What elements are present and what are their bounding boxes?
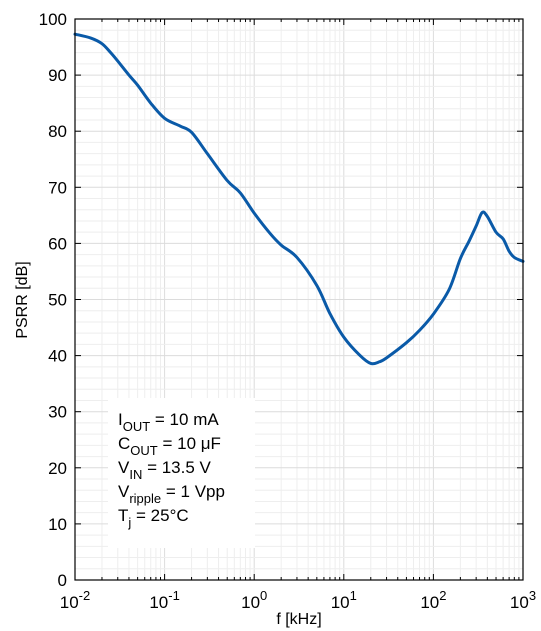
y-tick-labels: 0 10 20 30 40 50 60 70 80 90 100 [39, 10, 67, 590]
y-tick-label: 40 [48, 347, 67, 366]
condition-symbol: C [118, 434, 130, 453]
condition-line: Vripple = 1 Vpp [118, 482, 225, 506]
condition-subscript: OUT [130, 443, 158, 458]
x-tick-label-base: 10 [60, 593, 79, 612]
condition-value: = 10 mA [150, 410, 219, 429]
condition-subscript: ripple [129, 491, 161, 506]
y-tick-label: 60 [48, 234, 67, 253]
condition-line: IOUT = 10 mA [118, 410, 219, 434]
x-tick-label-base: 10 [510, 593, 529, 612]
y-tick-label: 90 [48, 66, 67, 85]
condition-subscript: OUT [123, 419, 151, 434]
condition-subscript: j [127, 515, 131, 530]
x-tick-label-exponent: -2 [79, 588, 91, 603]
x-axis-label: f [kHz] [276, 611, 321, 628]
x-tick-label-exponent: 0 [260, 588, 267, 603]
y-tick-label: 50 [48, 291, 67, 310]
condition-value: = 25°C [131, 506, 188, 525]
y-tick-label: 100 [39, 10, 67, 29]
x-tick-label-base: 10 [420, 593, 439, 612]
x-tick-label-exponent: 2 [439, 588, 446, 603]
plot-frame [74, 18, 524, 581]
x-tick-labels: 10-2 10-1 100 101 102 103 [60, 588, 536, 612]
condition-subscript: IN [129, 467, 142, 482]
x-tick-label-exponent: -1 [168, 588, 180, 603]
condition-symbol: V [118, 482, 130, 501]
x-tick-label-exponent: 3 [529, 588, 536, 603]
condition-value: = 10 μF [158, 434, 221, 453]
condition-symbol: I [118, 410, 123, 429]
condition-value: = 1 Vpp [161, 482, 225, 501]
x-tick-label-exponent: 1 [350, 588, 357, 603]
y-axis-label: PSRR [dB] [14, 261, 31, 338]
condition-line: COUT = 10 μF [118, 434, 221, 458]
y-tick-label: 80 [48, 122, 67, 141]
y-tick-label: 10 [48, 515, 67, 534]
y-tick-label: 70 [48, 178, 67, 197]
condition-line: VIN = 13.5 V [118, 458, 212, 482]
x-tick-label-base: 10 [331, 593, 350, 612]
x-tick-label-base: 10 [149, 593, 168, 612]
psrr-curve [73, 32, 525, 366]
x-tick-label-base: 10 [241, 593, 260, 612]
condition-symbol: T [118, 506, 128, 525]
condition-value: = 13.5 V [142, 458, 211, 477]
x-tick-label: 100 [241, 588, 267, 612]
condition-line: Tj = 25°C [118, 506, 189, 530]
x-tick-label: 103 [510, 588, 536, 612]
x-tick-label: 10-2 [60, 588, 90, 612]
x-tick-label: 101 [331, 588, 357, 612]
condition-symbol: V [118, 458, 130, 477]
y-tick-label: 0 [58, 571, 67, 590]
x-tick-label: 10-1 [149, 588, 179, 612]
y-tick-label: 30 [48, 403, 67, 422]
y-tick-label: 20 [48, 459, 67, 478]
x-tick-label: 102 [420, 588, 446, 612]
conditions-box-background [108, 398, 255, 548]
